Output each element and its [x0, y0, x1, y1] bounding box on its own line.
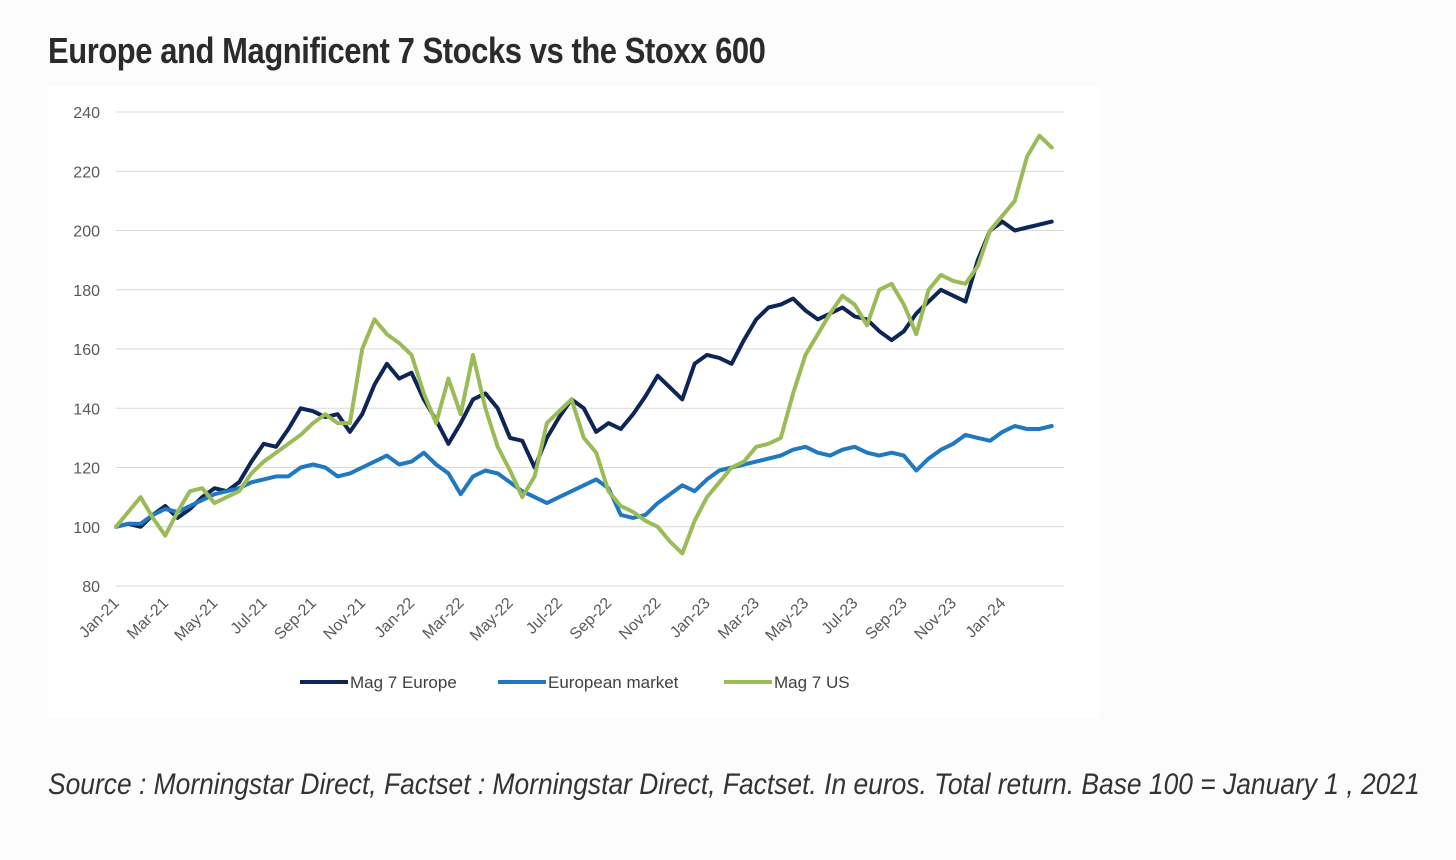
chart-card: 80 100 120 140 160 180 200 220 240 Jan-21 Mar-21 Ma… [48, 86, 1100, 718]
y-tick-label: 200 [73, 224, 100, 241]
x-tick-label: May-21 [172, 595, 222, 645]
series [114, 133, 1054, 556]
x-tick-label: Jan-24 [963, 595, 1010, 642]
x-tick-label: Nov-23 [912, 595, 961, 644]
series-line-european-market [114, 424, 1054, 529]
y-tick-label: 140 [73, 401, 100, 418]
x-tick-label: Jan-22 [372, 595, 419, 642]
series-line-mag-7-us [114, 133, 1054, 556]
x-tick-label: May-22 [467, 595, 517, 645]
legend: Mag 7 Europe European market Mag 7 US [300, 673, 850, 692]
x-tick-label: Sep-22 [567, 595, 616, 644]
source-note: Source : Morningstar Direct, Factset : M… [48, 768, 1420, 801]
x-tick-label: Mar-22 [420, 595, 468, 643]
x-tick-label: Jan-21 [76, 595, 123, 642]
y-tick-label: 120 [73, 461, 100, 478]
x-tick-label: Nov-22 [616, 595, 665, 644]
y-tick-label: 80 [82, 579, 100, 596]
legend-label: Mag 7 Europe [350, 673, 457, 692]
y-tick-label: 180 [73, 283, 100, 300]
legend-label: European market [548, 673, 679, 692]
x-tick-label: Jul-22 [523, 595, 566, 638]
x-tick-label: Jul-23 [819, 595, 862, 638]
x-tick-label: Nov-21 [321, 595, 370, 644]
y-tick-label: 240 [73, 105, 100, 122]
x-tick-label: Sep-23 [862, 595, 911, 644]
x-tick-label: Mar-23 [715, 595, 763, 643]
x-tick-label: Mar-21 [124, 595, 172, 643]
chart-title: Europe and Magnificent 7 Stocks vs the S… [48, 30, 766, 71]
x-tick-label: May-23 [763, 595, 813, 645]
y-tick-label: 100 [73, 520, 100, 537]
y-tick-label: 160 [73, 342, 100, 359]
legend-label: Mag 7 US [774, 673, 850, 692]
gridlines [116, 111, 1064, 587]
x-tick-label: Jul-21 [228, 595, 271, 638]
x-tick-label: Sep-21 [271, 595, 320, 644]
y-tick-label: 220 [73, 164, 100, 181]
series-line-mag-7-europe [114, 219, 1054, 529]
x-tick-label: Jan-23 [667, 595, 714, 642]
